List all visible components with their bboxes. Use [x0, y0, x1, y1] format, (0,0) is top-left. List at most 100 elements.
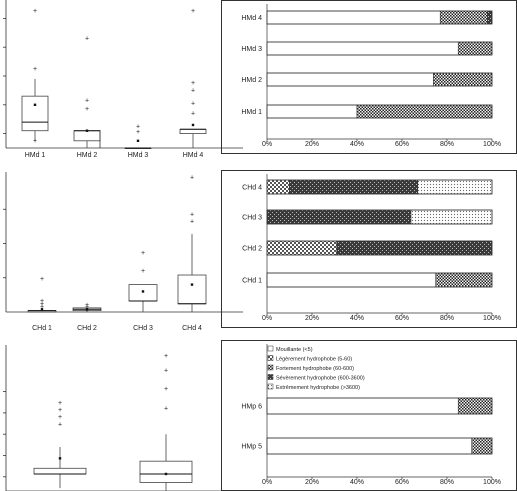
y-tick-label: HMp 6 — [241, 404, 262, 411]
y-tick-label: HMd 2 — [241, 77, 262, 84]
bar-segment — [266, 397, 459, 415]
bar-segment — [471, 437, 493, 455]
outlier-point: + — [191, 8, 195, 15]
bar-outline — [266, 272, 493, 288]
y-tick-label: HMd 3 — [241, 46, 262, 53]
chart-panel-bottom-left: ++++++++ — [3, 345, 243, 491]
outlier-point: + — [190, 175, 194, 182]
outlier-point: + — [141, 250, 145, 257]
legend-label: Extrêmement hydrophobe (>3600) — [276, 385, 360, 391]
x-tick-label: HMd 4 — [183, 152, 204, 159]
box-item-2: + + + + — [139, 353, 193, 491]
x-tick-label: HMd 1 — [25, 152, 46, 159]
outlier-point: + — [191, 110, 195, 117]
outlier-point: + — [136, 123, 140, 130]
bar-outline — [266, 397, 493, 415]
bar-outline — [266, 179, 493, 195]
outlier-point: + — [33, 138, 37, 145]
outlier-point: + — [33, 66, 37, 73]
mean-marker — [58, 457, 62, 460]
x-tick-label: 100% — [483, 315, 501, 322]
box-iqr — [177, 274, 207, 305]
chart-panel-middle-right: 0% 20% 40% 60% 80% 100% CHd 4 CHd 3 CHd 2 CHd 1 — [221, 170, 517, 328]
mean-marker — [85, 308, 89, 311]
mean-marker — [141, 290, 145, 293]
x-tick-label: 60% — [395, 479, 409, 486]
bar-row-hmd-1 — [266, 104, 493, 119]
bar-segment — [435, 272, 493, 288]
x-tick-label: CHd 3 — [133, 325, 153, 332]
outlier-point: + — [141, 268, 145, 275]
bar-segment — [433, 72, 493, 87]
bar-segment — [266, 104, 358, 119]
outlier-point: + — [33, 8, 37, 15]
outlier-point: + — [164, 367, 168, 374]
mean-marker — [40, 308, 44, 311]
box-CHd 3: ++ — [128, 250, 158, 312]
box-HMd 4: +++++ — [179, 8, 207, 148]
box-iqr — [128, 284, 158, 302]
x-tick-label: 0% — [262, 315, 272, 322]
legend-swatch — [267, 345, 274, 352]
outlier-point: + — [85, 36, 89, 43]
bar-row-hmd-3 — [266, 41, 493, 56]
box-iqr — [139, 460, 193, 483]
x-tick-label: 20% — [305, 141, 319, 148]
x-tick-label: 0% — [262, 141, 272, 148]
mean-marker — [191, 123, 195, 127]
bar-segment — [457, 41, 493, 56]
bar-row-chd-4 — [266, 179, 493, 195]
outlier-point: + — [85, 304, 89, 311]
y-tick-label: HMd 1 — [241, 109, 262, 116]
bar-segment — [289, 179, 419, 195]
outlier-point: + — [190, 219, 194, 226]
x-tick-label: CHd 4 — [182, 325, 202, 332]
outlier-point: + — [164, 353, 168, 360]
outlier-point: + — [40, 276, 44, 283]
box-CHd 2: ++ — [72, 302, 102, 312]
mean-marker — [85, 129, 89, 132]
legend-label: Sévèrement hydrophobe (600-3600) — [276, 375, 365, 381]
legend: Mouillante (<5) Légèrement hydrophobe (5-… — [267, 345, 365, 391]
bar-row-chd-3 — [266, 209, 493, 225]
mean-marker — [164, 472, 168, 476]
bar-segment — [266, 179, 290, 195]
x-tick-label: 100% — [483, 141, 501, 148]
x-tick-label: 80% — [440, 479, 454, 486]
legend-swatch — [267, 383, 274, 390]
outlier-point: + — [85, 106, 89, 113]
x-tick-label: 60% — [395, 141, 409, 148]
x-tick-label: 80% — [440, 315, 454, 322]
legend-label: Légèrement hydrophobe (5-60) — [276, 356, 352, 362]
box-CHd 4: +++ — [177, 175, 207, 312]
outlier-point: + — [191, 80, 195, 87]
bar-segment — [417, 179, 493, 195]
legend-swatch — [267, 364, 274, 371]
box-iqr — [21, 95, 49, 132]
bar-row-hmp-5 — [266, 437, 493, 455]
y-tick-label: CHd 2 — [242, 246, 262, 253]
box-HMd 1: + + + — [21, 8, 49, 145]
chart-panel-bottom-right: 0% 20% 40% 60% 80% 100% HMp 6 HMp 5 Mouillante (… — [221, 340, 517, 491]
legend-label: Mouillante (<5) — [276, 347, 313, 353]
x-tick-label: CHd 2 — [77, 325, 97, 332]
bar-segment — [336, 240, 493, 256]
x-tick-label: 60% — [395, 315, 409, 322]
outlier-point: + — [58, 414, 62, 421]
bar-segment — [266, 10, 441, 25]
bar-row-chd-2 — [266, 240, 493, 256]
outlier-point: + — [58, 421, 62, 428]
x-tick-label: 0% — [262, 479, 272, 486]
bar-outline — [266, 437, 493, 455]
bar-outline — [266, 10, 493, 25]
bar-segment — [266, 272, 437, 288]
bar-row-hmd-2 — [266, 72, 493, 87]
outlier-point: + — [164, 386, 168, 393]
outlier-point: + — [40, 301, 44, 308]
bar-segment — [266, 240, 338, 256]
bar-segment — [356, 104, 493, 119]
legend-label: Fortement hydrophobe (60-600) — [276, 366, 354, 372]
x-tick-label: 80% — [440, 141, 454, 148]
bar-segment — [487, 10, 493, 25]
